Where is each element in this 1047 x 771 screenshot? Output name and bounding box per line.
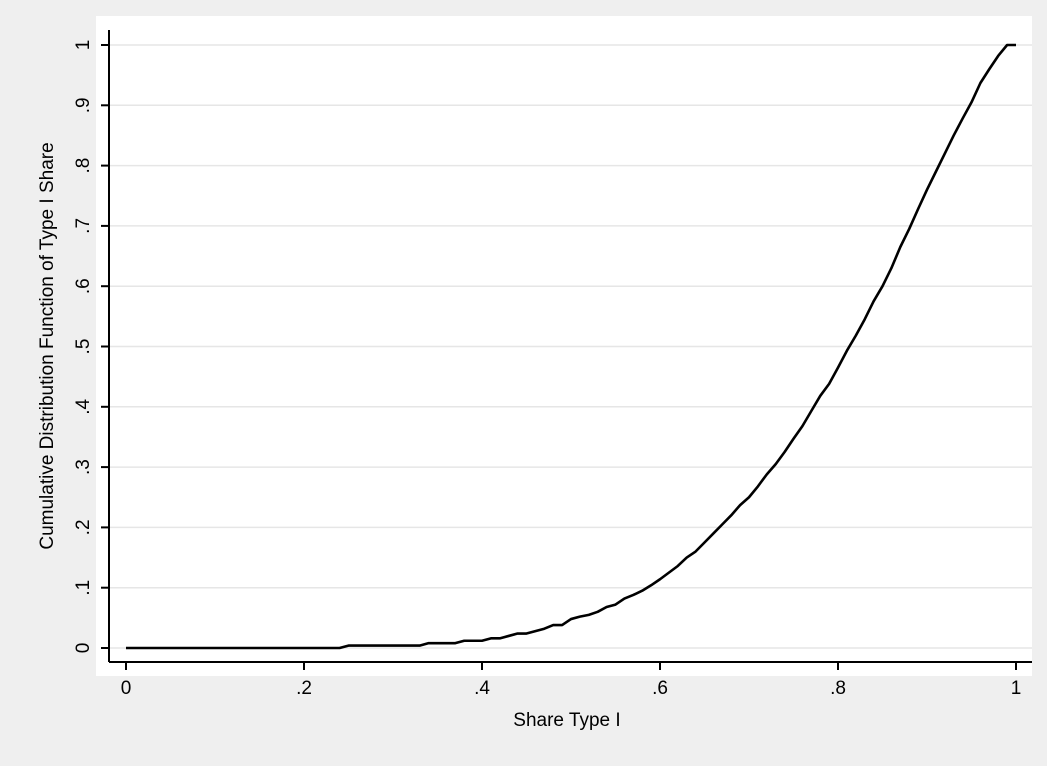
x-tick-label: .6	[652, 678, 668, 699]
y-tick-label: .5	[73, 339, 94, 355]
y-tick-label: 1	[73, 40, 94, 51]
y-tick-label: .3	[73, 459, 94, 475]
y-tick-label: .4	[73, 398, 94, 414]
x-axis-title: Share Type I	[513, 710, 620, 731]
x-axis-ticks: 0 .2 .4 .6 .8 1	[121, 662, 1022, 699]
y-tick-label: .6	[73, 278, 94, 294]
y-axis-ticks: 0 .1 .2 .3 .4 .5 .6 .7 .8 .9 1	[73, 40, 109, 654]
x-tick-label: 1	[1011, 678, 1022, 699]
x-tick-label: .8	[830, 678, 846, 699]
y-tick-label: .7	[73, 218, 94, 234]
y-axis-title: Cumulative Distribution Function of Type…	[37, 142, 58, 549]
cdf-line	[126, 43, 1016, 650]
x-tick-label: .4	[474, 678, 490, 699]
x-tick-label: .2	[296, 678, 312, 699]
x-tick-label: 0	[121, 678, 132, 699]
y-tick-label: .1	[73, 580, 94, 596]
y-tick-label: .8	[73, 158, 94, 174]
gridlines	[109, 44, 1032, 649]
y-tick-label: .2	[73, 519, 94, 535]
y-tick-label: 0	[73, 643, 94, 654]
y-tick-label: .9	[73, 97, 94, 113]
